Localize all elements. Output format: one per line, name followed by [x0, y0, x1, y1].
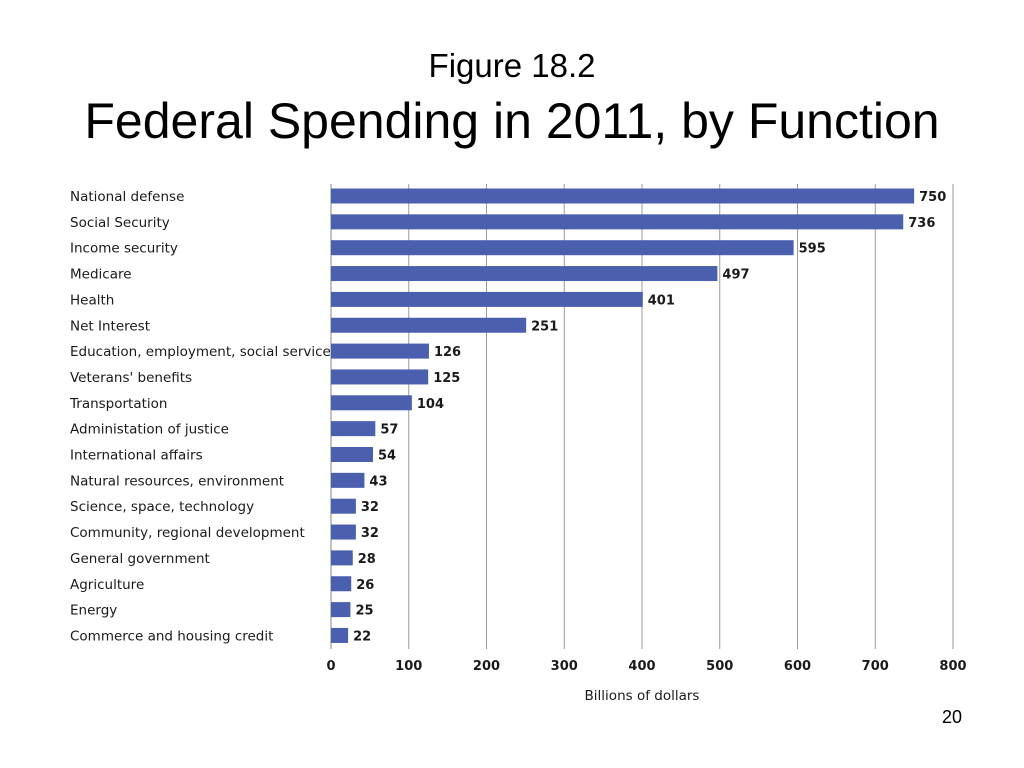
bar [331, 266, 718, 282]
bar [331, 291, 643, 307]
x-tick-label: 600 [784, 659, 811, 674]
bar [331, 421, 376, 437]
bar [331, 240, 794, 256]
value-label: 251 [531, 319, 558, 334]
value-label: 22 [353, 629, 371, 644]
category-label: Agriculture [70, 577, 144, 593]
bar [331, 627, 349, 643]
category-label: International affairs [70, 448, 203, 464]
value-label: 28 [358, 552, 376, 567]
value-label: 25 [355, 604, 373, 619]
value-label: 497 [722, 268, 749, 283]
value-label: 736 [908, 216, 935, 231]
page-number: 20 [941, 707, 962, 727]
category-label: Net Interest [70, 318, 150, 334]
category-label: Education, employment, social services [70, 344, 338, 360]
category-label: Energy [70, 603, 117, 619]
value-label: 401 [648, 293, 675, 308]
bar [331, 550, 353, 566]
x-tick-label: 200 [473, 659, 500, 674]
x-tick-label: 700 [862, 659, 889, 674]
x-axis-title: Billions of dollars [585, 688, 700, 704]
category-label: National defense [70, 189, 184, 205]
value-label: 104 [417, 397, 444, 412]
figure-label: Figure 18.2 [428, 47, 596, 84]
category-label: Income security [70, 241, 178, 257]
category-label: Science, space, technology [70, 499, 254, 515]
bar [331, 602, 351, 618]
bar [331, 472, 365, 488]
x-tick-label: 800 [939, 659, 966, 674]
value-label: 57 [380, 423, 398, 438]
value-label: 750 [919, 190, 946, 205]
bar [331, 498, 356, 514]
category-label: Natural resources, environment [70, 473, 284, 489]
category-label: General government [70, 551, 210, 567]
bar [331, 576, 352, 592]
bar [331, 317, 527, 333]
category-label: Commerce and housing credit [70, 628, 273, 644]
bar [331, 188, 915, 204]
bar [331, 395, 412, 411]
category-label: Community, regional development [70, 525, 305, 541]
x-tick-label: 500 [706, 659, 733, 674]
x-tick-label: 100 [395, 659, 422, 674]
category-label: Veterans' benefits [70, 370, 192, 386]
value-label: 595 [799, 242, 826, 257]
bar [331, 343, 429, 359]
value-label: 54 [378, 449, 396, 464]
bar [331, 447, 373, 462]
bar [331, 369, 429, 385]
category-label: Social Security [70, 215, 170, 231]
bar [331, 214, 904, 230]
value-label: 125 [433, 371, 460, 386]
x-tick-label: 0 [326, 659, 335, 674]
slide-title: Federal Spending in 2011, by Function [84, 93, 940, 149]
value-label: 26 [356, 578, 374, 593]
category-label: Administation of justice [70, 422, 229, 438]
category-label: Transportation [69, 396, 167, 412]
value-label: 126 [434, 345, 461, 360]
category-label: Medicare [70, 267, 132, 283]
x-tick-label: 300 [551, 659, 578, 674]
x-tick-label: 400 [628, 659, 655, 674]
bar [331, 524, 356, 540]
value-label: 43 [369, 474, 387, 489]
category-label: Health [70, 292, 114, 308]
value-label: 32 [361, 500, 379, 515]
value-label: 32 [361, 526, 379, 541]
